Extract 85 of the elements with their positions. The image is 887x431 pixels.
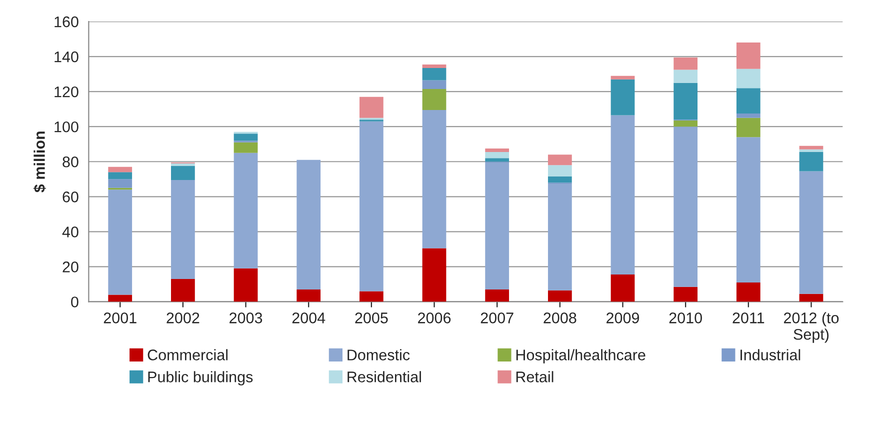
bar	[736, 113, 760, 118]
bar	[736, 118, 760, 138]
legend-label: Retail	[516, 371, 554, 382]
bar	[422, 88, 446, 110]
bar	[108, 166, 132, 172]
bar	[674, 120, 698, 127]
x-tick-label: 2006	[418, 312, 451, 324]
bar	[799, 171, 824, 294]
y-tick-label: 0	[71, 296, 78, 308]
bar	[674, 286, 698, 302]
bar	[422, 110, 446, 248]
bar	[485, 158, 510, 162]
bar	[736, 137, 760, 282]
legend-label: Commercial	[148, 349, 228, 360]
bar	[799, 152, 824, 172]
legend-label: Residential	[348, 371, 421, 382]
bar	[799, 149, 824, 152]
legend-label: Industrial	[740, 349, 800, 360]
x-tick-label: 2004	[292, 312, 326, 324]
bar	[296, 289, 321, 302]
bar	[674, 82, 698, 120]
bar	[548, 176, 572, 183]
bar	[171, 278, 195, 302]
bar	[674, 126, 698, 287]
bar	[171, 166, 195, 180]
x-tick-label: 2008	[544, 312, 576, 324]
y-tick-label: 80	[62, 156, 78, 168]
bar	[171, 180, 195, 279]
x-tick-label: 2009	[606, 312, 640, 324]
bar	[548, 154, 572, 166]
x-tick-label: 2007	[480, 312, 514, 324]
bar	[422, 64, 446, 68]
bar	[736, 42, 760, 69]
bar	[736, 282, 760, 302]
bar	[359, 121, 384, 292]
y-tick-label: 40	[62, 226, 78, 238]
bar	[610, 274, 635, 302]
x-tick-label: 2002	[166, 312, 200, 324]
bar	[485, 152, 510, 158]
bar	[610, 79, 635, 116]
legend-label: Public buildings	[148, 371, 253, 386]
bar	[610, 76, 635, 80]
y-tick-label: 20	[62, 262, 78, 272]
y-tick-label: 100	[54, 121, 78, 132]
bar	[610, 115, 635, 275]
bar	[674, 70, 698, 83]
bar	[548, 290, 572, 302]
bar	[359, 96, 384, 118]
legend-label: Hospital/healthcare	[516, 349, 646, 364]
y-axis-title: $ million	[33, 132, 46, 192]
y-tick-label: 160	[54, 16, 78, 28]
bar	[485, 289, 510, 302]
bar	[799, 146, 824, 150]
bar	[359, 291, 384, 302]
bar	[548, 165, 572, 177]
y-tick-label: 140	[54, 51, 78, 62]
x-tick-label: 2010	[669, 312, 702, 324]
bar	[234, 152, 258, 268]
bar	[736, 68, 760, 88]
y-tick-label: 60	[62, 192, 78, 202]
bar	[736, 88, 760, 114]
x-tick-label: 2001	[104, 312, 136, 324]
bar	[234, 268, 258, 302]
y-tick-label: 120	[54, 86, 78, 98]
bar	[485, 162, 510, 290]
bar	[171, 163, 195, 166]
bar	[108, 179, 132, 188]
bar	[422, 80, 446, 89]
bar	[422, 248, 446, 302]
x-tick-label: 2012 (to Sept)	[784, 312, 839, 343]
bar	[674, 57, 698, 70]
bar	[548, 184, 572, 290]
x-tick-label: 2003	[230, 312, 262, 324]
legend-label: Domestic	[348, 349, 410, 360]
bar	[108, 294, 132, 302]
x-tick-label: 2011	[732, 312, 764, 324]
bar	[108, 190, 132, 295]
bar	[234, 134, 258, 141]
bar	[108, 172, 132, 180]
bar	[799, 294, 824, 302]
bar	[485, 148, 510, 152]
bar	[234, 142, 258, 153]
bar	[296, 160, 321, 290]
bar	[422, 68, 446, 80]
x-tick-label: 2005	[355, 312, 388, 324]
